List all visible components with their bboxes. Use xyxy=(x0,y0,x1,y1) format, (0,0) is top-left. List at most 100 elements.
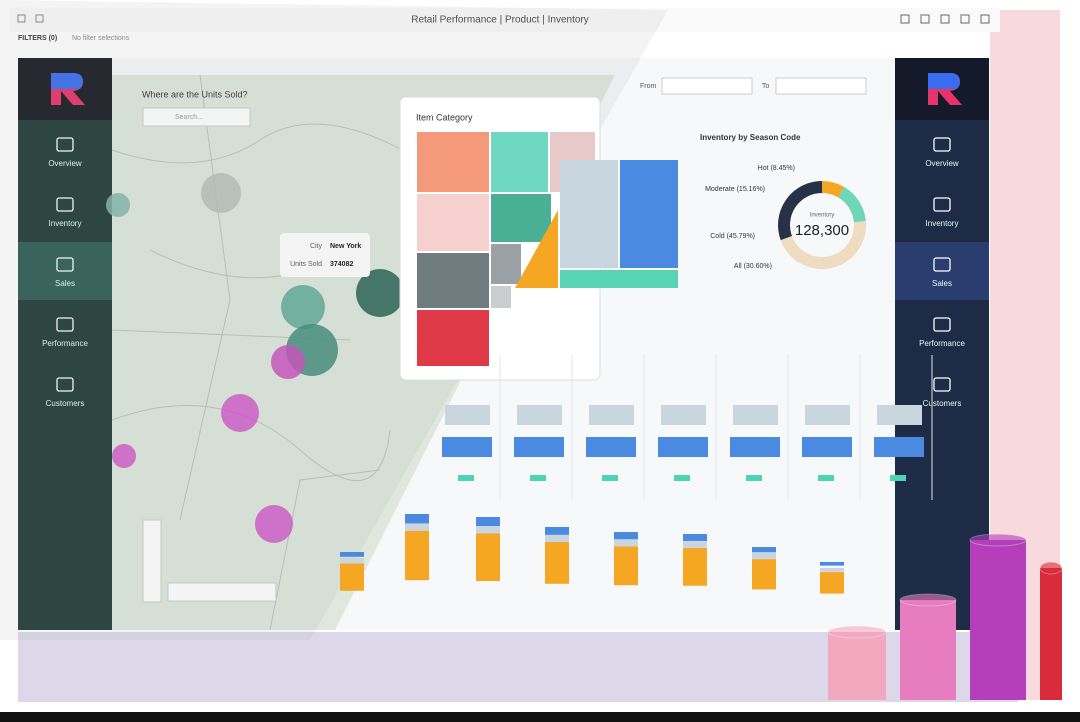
treemap-cell xyxy=(620,160,678,268)
map-bubble xyxy=(271,345,305,379)
band xyxy=(658,437,708,457)
label: FILTERS (0) xyxy=(18,35,57,42)
label: Hot (8.45%) xyxy=(758,165,795,172)
toolbar-icon xyxy=(980,14,990,24)
map-bubble xyxy=(281,285,325,329)
label: Customers xyxy=(46,399,85,408)
stack-bar xyxy=(340,552,364,557)
map-toolbar xyxy=(167,582,277,602)
stack-bar xyxy=(476,517,500,526)
cylinder xyxy=(828,632,886,700)
map-bubble xyxy=(201,173,241,213)
map-bubble xyxy=(112,444,136,468)
band xyxy=(586,437,636,457)
label: To xyxy=(762,83,770,90)
stack-bar xyxy=(476,527,500,581)
band xyxy=(442,437,492,457)
stack-bar xyxy=(752,547,776,553)
band xyxy=(661,405,706,425)
map-bubble xyxy=(106,193,130,217)
label: All (30.60%) xyxy=(734,263,772,270)
band xyxy=(805,405,850,425)
treemap-cell xyxy=(491,194,551,242)
nav-icon xyxy=(56,257,74,272)
stack-bar xyxy=(476,523,500,534)
stack-bar xyxy=(614,542,638,586)
band xyxy=(589,405,634,425)
band xyxy=(890,475,906,481)
stack-bar xyxy=(545,533,569,543)
nav-icon xyxy=(933,257,951,272)
bottom-bar xyxy=(0,712,1080,722)
sidebar xyxy=(895,58,989,630)
nav-icon xyxy=(933,377,951,392)
toolbar-icon xyxy=(920,14,930,24)
map-border xyxy=(269,469,381,631)
toolbar-icon xyxy=(900,14,910,24)
toolbar-icon xyxy=(17,14,26,23)
map-tools xyxy=(142,519,162,603)
cylinder-top xyxy=(1039,561,1063,575)
map-bubble xyxy=(221,394,259,432)
stack-bar xyxy=(820,572,844,594)
treemap-cell xyxy=(417,253,489,308)
donut-segment xyxy=(837,187,866,223)
toolbar-icon xyxy=(940,14,950,24)
date-input xyxy=(775,77,867,95)
label: Overview xyxy=(48,159,82,168)
treemap-cell xyxy=(491,244,521,284)
stack-bar xyxy=(405,524,429,581)
band xyxy=(874,437,924,457)
search-box xyxy=(142,107,251,127)
label: Units Sold xyxy=(290,261,322,268)
label: 128,300 xyxy=(795,222,849,239)
stack-bar xyxy=(820,568,844,573)
donut-segment xyxy=(821,181,845,198)
label: City xyxy=(310,243,323,250)
cylinder-top xyxy=(969,533,1027,547)
treemap-cell xyxy=(515,210,558,288)
band xyxy=(730,437,780,457)
treemap-cell xyxy=(491,132,548,192)
stack-bar xyxy=(752,553,776,560)
label: Where are the Units Sold? xyxy=(142,89,248,99)
label: Inventory by Season Code xyxy=(700,133,801,142)
cylinder-top xyxy=(899,593,957,607)
label: Performance xyxy=(919,339,965,348)
nav-icon xyxy=(56,317,74,332)
stack-bar xyxy=(752,557,776,590)
label: Moderate (15.16%) xyxy=(705,186,765,193)
donut-segment xyxy=(778,181,823,241)
logo-part xyxy=(51,73,83,89)
treemap-cell xyxy=(560,160,618,268)
stack-bar xyxy=(405,520,429,531)
label: 374082 xyxy=(330,261,353,268)
cylinder xyxy=(900,600,956,700)
map-bubble xyxy=(356,269,404,317)
map-border xyxy=(179,74,231,521)
tooltip xyxy=(280,233,370,277)
band xyxy=(602,475,618,481)
date-input xyxy=(661,77,753,95)
stack-bar xyxy=(545,527,569,535)
treemap-cell xyxy=(417,132,489,192)
label: Inventory xyxy=(810,213,835,219)
band xyxy=(445,405,490,425)
treemap-cell xyxy=(417,194,489,251)
top-bar xyxy=(10,8,1000,32)
stack-bar xyxy=(820,562,844,566)
treemap-cell xyxy=(491,286,511,308)
logo-part xyxy=(928,73,960,89)
label: No filter selections xyxy=(72,35,130,42)
map-border xyxy=(111,123,421,164)
treemap-cell xyxy=(417,310,489,366)
band xyxy=(458,475,474,481)
treemap-cell xyxy=(560,270,678,288)
label: Retail Performance | Product | Inventory xyxy=(411,15,589,26)
stack-bar xyxy=(545,537,569,584)
nav-icon xyxy=(56,137,74,152)
map-bubble xyxy=(255,505,293,543)
label: Sales xyxy=(932,279,952,288)
label: Overview xyxy=(925,159,959,168)
